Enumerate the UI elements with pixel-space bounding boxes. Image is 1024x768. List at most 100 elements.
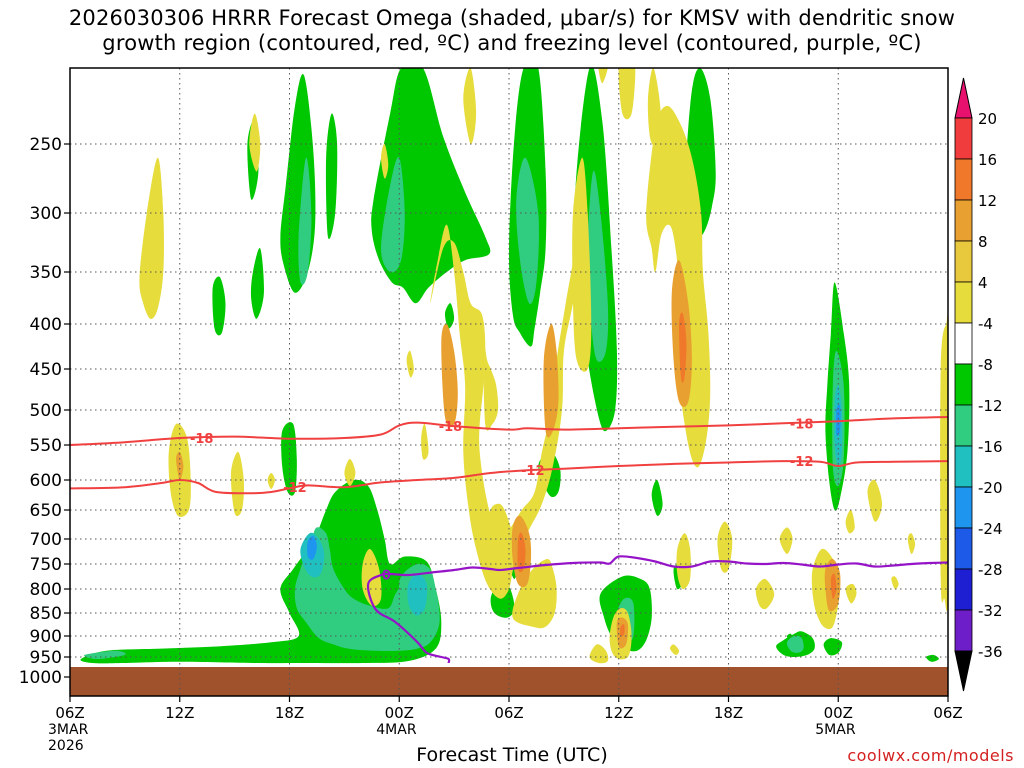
chart-title: 2026030306 HRRR Forecast Omega (shaded, … bbox=[0, 6, 1024, 56]
isotherm--18 bbox=[70, 416, 948, 446]
omega-region-0-20 bbox=[651, 479, 663, 516]
x-year-label-0: 2026 bbox=[48, 738, 84, 754]
x-tick-label-1: 12Z bbox=[165, 704, 194, 722]
y-tick-label-1000: 1000 bbox=[19, 668, 62, 688]
contour-lines: -18 -18 -18 -12 -12 -12 0 bbox=[70, 416, 948, 664]
y-tick-label-800: 800 bbox=[30, 580, 62, 600]
colorbar-segment-5 bbox=[954, 322, 973, 365]
omega-region-4-20 bbox=[845, 509, 855, 534]
ground-layer bbox=[70, 667, 948, 696]
omega-region-4-8 bbox=[488, 503, 515, 580]
y-tick-label-650: 650 bbox=[30, 501, 62, 521]
omega-region-4-0 bbox=[139, 157, 164, 319]
ground-fill bbox=[70, 667, 948, 696]
contour-label-5: -12 bbox=[790, 455, 814, 470]
x-date-label-0: 3MAR bbox=[48, 722, 89, 738]
omega-region-1-3 bbox=[587, 170, 609, 362]
y-tick-label-300: 300 bbox=[30, 204, 62, 224]
x-tick-label-5: 12Z bbox=[604, 704, 633, 722]
omega-region-1-7 bbox=[786, 635, 804, 653]
colorbar-label-10: -24 bbox=[978, 520, 1003, 538]
omega-region-0-22 bbox=[444, 303, 455, 329]
x-tick-label-4: 06Z bbox=[494, 704, 523, 722]
colorbar-top-arrow bbox=[954, 77, 973, 119]
omega-region-0-10 bbox=[325, 113, 338, 240]
omega-region-4-19 bbox=[845, 583, 857, 604]
omega-region-1-2 bbox=[516, 157, 539, 305]
y-tick-label-750: 750 bbox=[30, 555, 62, 575]
colorbar-segment-1 bbox=[954, 158, 973, 201]
omega-region-4-27 bbox=[344, 459, 356, 486]
colorbar-label-5: -4 bbox=[978, 315, 993, 333]
omega-region-4-29 bbox=[669, 644, 680, 655]
colorbar-label-1: 16 bbox=[978, 151, 997, 169]
omega-region-4-9 bbox=[512, 559, 557, 629]
omega-region-4-25 bbox=[618, 68, 636, 120]
x-tick-label-3: 00Z bbox=[385, 704, 414, 722]
y-tick-label-550: 550 bbox=[30, 436, 62, 456]
colorbar-label-7: -12 bbox=[978, 397, 1003, 415]
colorbar-segment-7 bbox=[954, 404, 973, 447]
omega-region-4-5 bbox=[421, 423, 429, 460]
omega-region-4-21 bbox=[779, 527, 793, 554]
y-tick-label-250: 250 bbox=[30, 135, 62, 155]
omega-region-4-4 bbox=[361, 548, 382, 607]
omega-region-5-0 bbox=[441, 323, 458, 428]
omega-region-0-3 bbox=[250, 247, 264, 319]
omega-shading bbox=[80, 68, 948, 664]
omega-region-4-28 bbox=[267, 473, 275, 489]
omega-region-3-0 bbox=[307, 535, 317, 560]
colorbar-segment-12 bbox=[954, 609, 973, 652]
x-axis-label: Forecast Time (UTC) bbox=[416, 744, 608, 766]
colorbar-label-6: -8 bbox=[978, 356, 993, 374]
omega-region-4-31 bbox=[381, 143, 389, 179]
freezing-level-line bbox=[366, 555, 948, 664]
colorbar: 20 16 12 8 4 -4 -8 -12 -16 -20 -24 -28 -32 -36 bbox=[954, 77, 1003, 692]
x-tick-label-6: 18Z bbox=[714, 704, 743, 722]
omega-region-4-33 bbox=[891, 576, 899, 590]
contour-label-0: -18 bbox=[190, 432, 214, 447]
y-tick-label-850: 850 bbox=[30, 604, 62, 624]
omega-region-4-10 bbox=[572, 157, 592, 372]
omega-region-4-13 bbox=[646, 105, 711, 468]
x-date-label-7: 5MAR bbox=[815, 722, 856, 738]
omega-region-6-3 bbox=[620, 624, 625, 637]
colorbar-label-11: -28 bbox=[978, 561, 1003, 579]
omega-region-0-17 bbox=[925, 654, 939, 662]
omega-region-4-22 bbox=[867, 479, 883, 522]
omega-region-4-6 bbox=[430, 157, 586, 599]
omega-region-4-2 bbox=[230, 451, 244, 517]
y-tick-label-900: 900 bbox=[30, 627, 62, 647]
omega-region-6-2 bbox=[830, 573, 837, 599]
colorbar-segment-2 bbox=[954, 199, 973, 242]
y-tick-label-600: 600 bbox=[30, 471, 62, 491]
omega-region-4-15 bbox=[676, 533, 691, 590]
colorbar-segment-8 bbox=[954, 445, 973, 488]
y-tick-label-500: 500 bbox=[30, 401, 62, 421]
omega-region-4-12 bbox=[589, 644, 609, 664]
colorbar-segment-11 bbox=[954, 568, 973, 611]
isotherm--12 bbox=[70, 460, 948, 495]
y-tick-label-700: 700 bbox=[30, 530, 62, 550]
colorbar-label-4: 4 bbox=[978, 274, 988, 292]
omega-region-1-5 bbox=[298, 157, 312, 285]
y-tick-label-950: 950 bbox=[30, 648, 62, 668]
omega-region-4-24 bbox=[940, 314, 948, 612]
omega-region-4-16 bbox=[717, 521, 733, 573]
omega-region-4-30 bbox=[406, 350, 414, 378]
omega-region-4-14 bbox=[647, 68, 661, 146]
colorbar-segment-4 bbox=[954, 281, 973, 324]
omega-region-4-26 bbox=[463, 68, 477, 145]
grid-lines bbox=[70, 68, 948, 696]
y-tick-label-350: 350 bbox=[30, 263, 62, 283]
x-tick-label-8: 06Z bbox=[933, 704, 962, 722]
x-date-label-3: 4MAR bbox=[376, 722, 417, 738]
colorbar-bottom-arrow bbox=[954, 650, 973, 692]
omega-region-5-2 bbox=[543, 323, 559, 438]
contour-label-6: 0 bbox=[382, 569, 391, 584]
colorbar-segment-3 bbox=[954, 240, 973, 283]
credit-link[interactable]: coolwx.com/models bbox=[847, 746, 1014, 765]
colorbar-label-12: -32 bbox=[978, 602, 1003, 620]
colorbar-label-13: -36 bbox=[978, 643, 1003, 661]
